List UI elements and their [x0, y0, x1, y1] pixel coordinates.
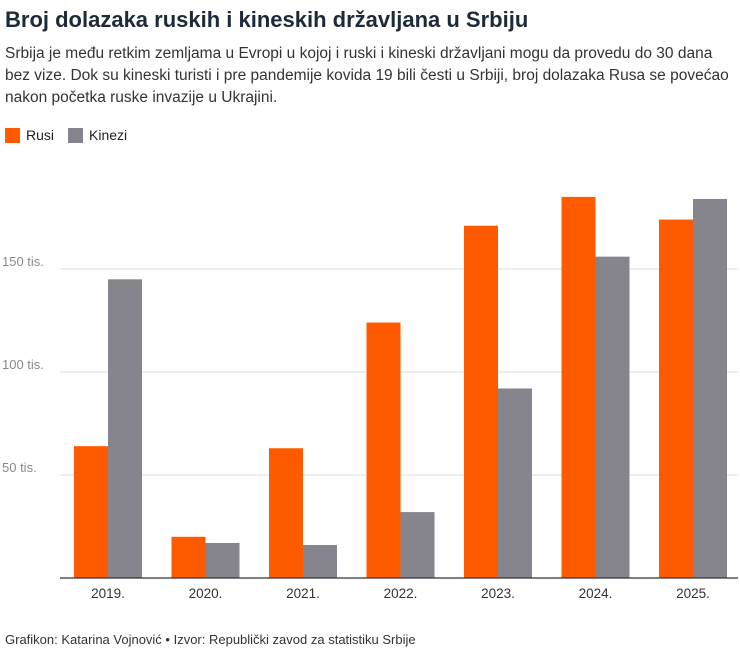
bar-kinezi-2024: [595, 256, 630, 578]
legend-item-kinezi: Kinezi: [68, 127, 127, 143]
x-tick-label-2020: 2020.: [189, 586, 223, 601]
bar-kinezi-2020: [205, 542, 240, 578]
y-tick-label-100-tis: 100 tis.: [2, 357, 44, 372]
x-tick-label-2021: 2021.: [286, 586, 320, 601]
x-tick-label-2022: 2022.: [384, 586, 418, 601]
x-tick-label-2019: 2019.: [91, 586, 125, 601]
chart-subtitle: Srbija je među retkim zemljama u Evropi …: [5, 45, 729, 106]
x-tick-label-2023: 2023.: [481, 586, 515, 601]
bar-kinezi-2021: [303, 545, 337, 578]
y-tick-label-50-tis: 50 tis.: [2, 460, 37, 475]
bar-kinezi-2022: [400, 512, 435, 578]
chart-title: Broj dolazaka ruskih i kineskih državlja…: [5, 7, 529, 32]
x-tick-label-2025: 2025.: [676, 586, 710, 601]
bar-chart: 50 tis. 100 tis. 150 tis. 2019. 2020. 2021. 20…: [2, 196, 738, 601]
legend-swatch-rusi: [5, 127, 20, 143]
source-credit: Grafikon: Katarina Vojnović • Izvor: Rep…: [5, 632, 416, 647]
bar-rusi-2025: [659, 219, 693, 578]
bar-rusi-2019: [74, 446, 108, 578]
legend-label-rusi: Rusi: [26, 127, 55, 143]
bar-kinezi-2023: [498, 388, 532, 578]
bar-rusi-2023: [464, 225, 498, 578]
bar-kinezi-2019: [108, 279, 142, 578]
x-tick-label-2024: 2024.: [579, 586, 613, 601]
legend-swatch-kinezi: [68, 127, 84, 143]
bar-kinezi-2025: [693, 198, 727, 578]
bar-rusi-2022: [366, 322, 401, 578]
bar-rusi-2021: [269, 448, 303, 578]
legend: Rusi Kinezi: [5, 127, 141, 143]
bar-rusi-2020: [171, 536, 206, 578]
legend-label-kinezi: Kinezi: [89, 127, 128, 143]
legend-item-rusi: Rusi: [5, 127, 54, 143]
y-tick-label-150-tis: 150 tis.: [2, 254, 44, 269]
bar-rusi-2024: [561, 196, 596, 578]
